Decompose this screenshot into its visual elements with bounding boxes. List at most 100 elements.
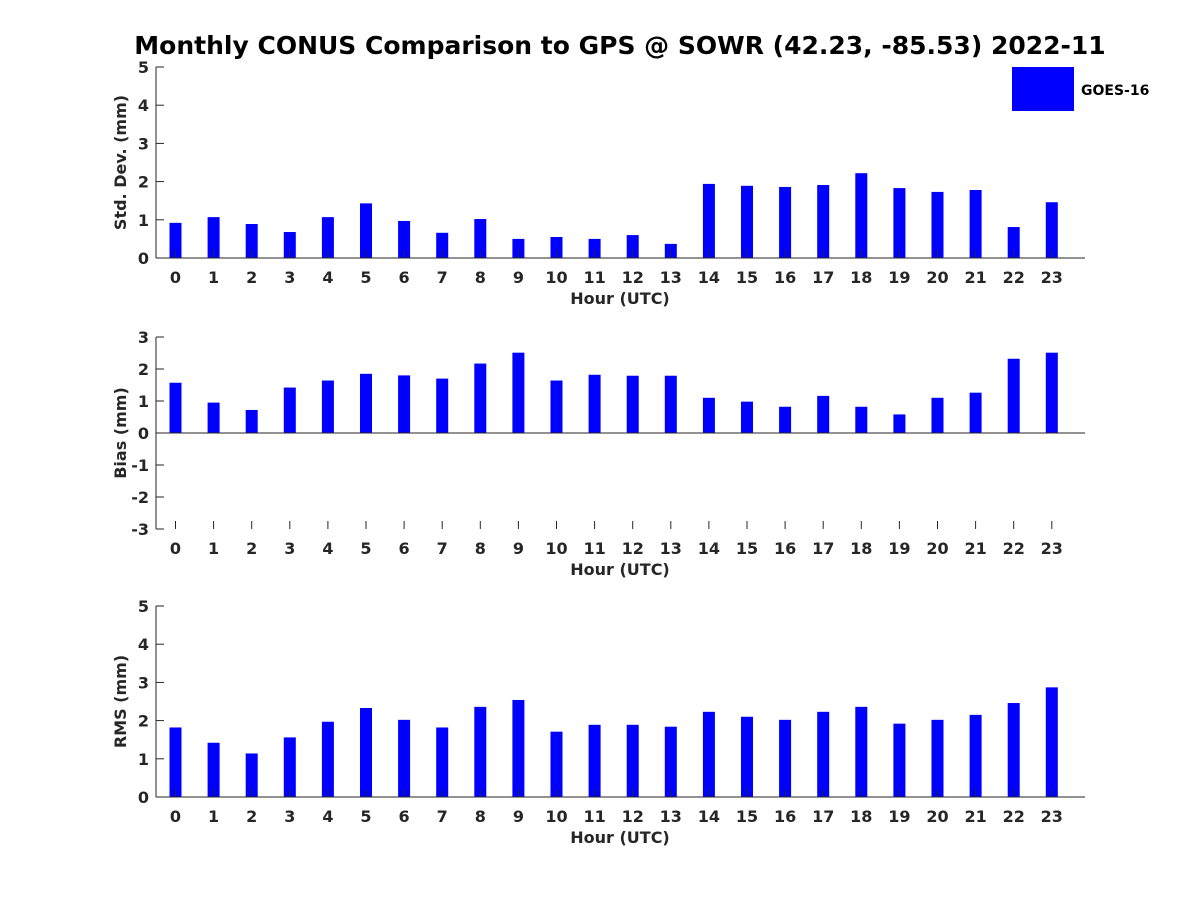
x-tick-label: 10	[545, 807, 567, 826]
bar	[588, 374, 601, 433]
legend: GOES-16	[1012, 67, 1149, 111]
x-tick-label: 11	[583, 539, 605, 558]
y-tick-label: 2	[138, 712, 149, 731]
bar	[779, 406, 792, 433]
bar	[207, 402, 220, 433]
bar	[1007, 358, 1020, 433]
bar	[398, 375, 411, 433]
x-tick-label: 1	[208, 268, 219, 287]
bar	[1045, 352, 1058, 433]
x-tick-label: 15	[736, 807, 758, 826]
x-tick-label: 15	[736, 268, 758, 287]
bar	[626, 724, 639, 797]
x-tick-label: 3	[284, 807, 295, 826]
y-tick-label: 2	[138, 360, 149, 379]
bar	[550, 236, 563, 258]
x-tick-label: 12	[622, 539, 644, 558]
y-tick-label: 1	[138, 750, 149, 769]
bar	[169, 222, 182, 258]
x-tick-label: 0	[170, 539, 181, 558]
bar	[283, 387, 296, 433]
x-tick-label: 1	[208, 539, 219, 558]
x-tick-label: 7	[437, 539, 448, 558]
bar	[512, 238, 525, 258]
bar	[588, 238, 601, 258]
x-tick-label: 17	[812, 539, 834, 558]
bar	[321, 721, 334, 797]
x-tick-label: 22	[1003, 539, 1025, 558]
x-tick-label: 18	[850, 268, 872, 287]
bar	[321, 217, 334, 258]
bar	[398, 220, 411, 258]
y-tick-label: 4	[138, 96, 149, 115]
bar	[855, 406, 868, 433]
bar	[550, 731, 563, 797]
bar	[169, 727, 182, 797]
y-axis-label: Std. Dev. (mm)	[111, 95, 130, 230]
x-axis-label: Hour (UTC)	[570, 828, 670, 847]
bar	[931, 397, 944, 433]
x-tick-label: 16	[774, 268, 796, 287]
bar	[779, 719, 792, 797]
x-tick-label: 19	[888, 539, 910, 558]
x-tick-label: 5	[360, 539, 371, 558]
x-tick-label: 2	[246, 539, 257, 558]
x-tick-label: 7	[437, 268, 448, 287]
x-tick-label: 22	[1003, 268, 1025, 287]
bar	[245, 753, 258, 797]
x-axis-label: Hour (UTC)	[570, 560, 670, 579]
x-tick-label: 4	[322, 539, 333, 558]
x-tick-label: 14	[698, 268, 720, 287]
bar	[817, 711, 830, 797]
x-axis-label: Hour (UTC)	[570, 289, 670, 308]
x-tick-label: 9	[513, 268, 524, 287]
x-tick-label: 3	[284, 268, 295, 287]
x-tick-label: 2	[246, 268, 257, 287]
bar	[702, 397, 715, 433]
bar	[741, 185, 753, 258]
x-tick-label: 20	[926, 807, 948, 826]
x-tick-label: 9	[513, 539, 524, 558]
x-tick-label: 18	[850, 807, 872, 826]
x-tick-label: 4	[322, 807, 333, 826]
bar	[398, 719, 411, 797]
y-tick-label: 2	[138, 173, 149, 192]
legend-label: GOES-16	[1081, 83, 1149, 99]
bar	[283, 737, 296, 797]
x-tick-label: 17	[812, 268, 834, 287]
bar	[1045, 202, 1058, 258]
bar	[893, 188, 906, 258]
bar	[474, 219, 487, 258]
bar	[245, 224, 258, 258]
bar	[360, 707, 372, 797]
y-tick-label: 1	[138, 392, 149, 411]
bar	[779, 186, 792, 258]
bar	[893, 723, 906, 797]
x-tick-label: 21	[964, 268, 986, 287]
y-tick-label: -3	[131, 520, 149, 539]
y-tick-label: 1	[138, 211, 149, 230]
x-tick-label: 17	[812, 807, 834, 826]
x-tick-label: 6	[399, 807, 410, 826]
bar	[588, 724, 601, 797]
x-tick-label: 11	[583, 268, 605, 287]
y-tick-label: 3	[138, 328, 149, 347]
x-tick-label: 6	[399, 539, 410, 558]
bar	[1007, 703, 1020, 797]
bar	[664, 375, 677, 433]
x-tick-label: 12	[622, 268, 644, 287]
x-tick-label: 20	[926, 539, 948, 558]
x-tick-label: 5	[360, 807, 371, 826]
bar	[626, 375, 639, 433]
bar	[321, 380, 334, 433]
bar	[169, 382, 182, 433]
x-tick-label: 18	[850, 539, 872, 558]
bar	[512, 699, 525, 797]
x-tick-label: 16	[774, 807, 796, 826]
bar	[855, 173, 868, 258]
x-tick-label: 4	[322, 268, 333, 287]
x-tick-label: 14	[698, 807, 720, 826]
